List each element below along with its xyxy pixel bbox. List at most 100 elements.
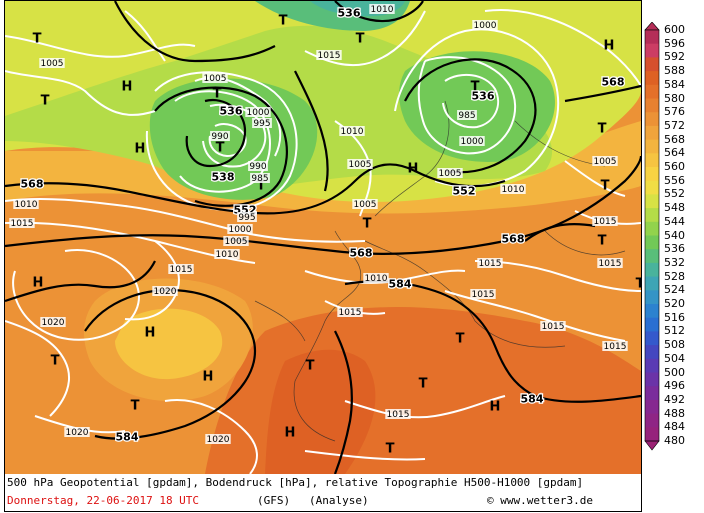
isobar-label-bg	[477, 258, 503, 268]
legend-label: 560	[664, 160, 685, 173]
pressure-labels: 1005100510151000995990990985995100010051…	[9, 4, 628, 445]
caption-meta: Donnerstag, 22-06-2017 18 UTC (GFS) (Ana…	[7, 494, 637, 507]
legend-label: 496	[664, 379, 685, 393]
isobar-label-bg	[592, 156, 618, 166]
isobar-label-bg	[250, 173, 270, 183]
isobar-label-bg	[237, 212, 257, 222]
isobar-label: 1015	[339, 308, 362, 318]
legend-swatch	[645, 112, 659, 127]
isobar-label: 995	[238, 213, 255, 223]
isobar-label-bg	[472, 20, 498, 30]
legend-label: 588	[664, 64, 685, 78]
isobar-label: 1020	[154, 287, 177, 297]
isobar-label-bg	[40, 317, 66, 327]
high-pressure-marker: H	[408, 162, 419, 177]
legend-swatch	[645, 71, 659, 86]
geopotential-label: 584	[389, 278, 412, 291]
legend-label: 492	[664, 392, 685, 406]
isobar-label: 1015	[11, 219, 34, 229]
legend-swatch	[645, 43, 659, 58]
legend-swatch	[645, 167, 659, 182]
isobar-label: 1020	[42, 318, 65, 328]
legend-swatch	[645, 57, 659, 72]
low-pressure-marker: T	[636, 277, 641, 292]
legend-swatch	[645, 98, 659, 113]
legend-label: 520	[664, 297, 685, 310]
legend-swatch	[645, 427, 659, 442]
isobar-label: 1010	[365, 274, 388, 284]
low-pressure-marker: T	[419, 377, 428, 392]
isobar-label: 1010	[216, 250, 239, 260]
isobar-label-bg	[459, 136, 485, 146]
low-pressure-marker: T	[471, 80, 480, 95]
isobar-label: 1005	[349, 160, 372, 170]
legend-swatch	[645, 331, 659, 346]
isobar-label-bg	[437, 168, 463, 178]
low-pressure-marker: T	[601, 179, 610, 194]
legend-swatch	[645, 262, 659, 277]
isobar-label-bg	[602, 341, 628, 351]
isobar-label: 1015	[604, 342, 627, 352]
isobar-label: 1020	[207, 435, 230, 445]
pressure-centers: T T H H T T T T T T H T H T T H H T H T T H T T T H T T	[33, 14, 641, 457]
isobar-label-bg	[248, 161, 268, 171]
isobar-label-bg	[205, 434, 231, 444]
isobar-label-bg	[540, 321, 566, 331]
high-pressure-marker: H	[490, 400, 501, 415]
low-pressure-marker: T	[216, 141, 225, 156]
isobar-label: 1020	[66, 428, 89, 438]
low-pressure-marker: T	[306, 359, 315, 374]
isobar-label: 1000	[461, 137, 484, 147]
high-pressure-marker: H	[135, 142, 146, 157]
high-pressure-marker: H	[33, 276, 44, 291]
geopotential-contours	[5, 1, 641, 474]
legend-swatch	[645, 317, 659, 332]
legend-label: 484	[664, 420, 685, 434]
model-name: (GFS)	[257, 494, 291, 507]
legend-swatch	[645, 372, 659, 387]
isobar-label: 1000	[229, 225, 252, 235]
isobar-label-bg	[592, 216, 618, 226]
legend-label: 580	[664, 91, 685, 105]
isobar-label-bg	[245, 107, 271, 117]
field-atlantic-core	[115, 308, 223, 380]
legend-label: 568	[664, 132, 685, 146]
low-pressure-marker: T	[33, 32, 42, 47]
legend-label: 584	[664, 77, 685, 91]
legend-swatch	[645, 413, 659, 428]
isobar-label: 1015	[472, 290, 495, 300]
legend-label: 528	[664, 269, 685, 283]
isobar-label-bg	[352, 199, 378, 209]
legend-label: 548	[664, 201, 685, 215]
legend-swatch	[645, 249, 659, 264]
legend-label: 508	[664, 338, 685, 352]
isobar-label: 1010	[15, 200, 38, 210]
isobar-label-bg	[210, 131, 230, 141]
legend-arrow-top	[644, 22, 660, 31]
low-pressure-marker: T	[598, 122, 607, 137]
field-icelandic-low	[149, 78, 318, 200]
legend-label: 544	[664, 214, 685, 228]
legend-label: 552	[664, 187, 685, 201]
legend-swatch	[645, 221, 659, 236]
isobar-label-bg	[64, 427, 90, 437]
legend-frame	[644, 29, 660, 442]
geopotential-label: 538	[212, 171, 235, 184]
caption-panel: 500 hPa Geopotential [gpdam], Bodendruck…	[4, 474, 642, 512]
isobar-label-bg	[339, 126, 365, 136]
high-pressure-marker: H	[203, 370, 214, 385]
isobar-label-bg	[13, 199, 39, 209]
legend-label: 512	[664, 324, 685, 338]
isobar-label-bg	[152, 286, 178, 296]
run-type: (Analyse)	[309, 494, 369, 507]
legend-label: 488	[664, 406, 685, 420]
legend-label: 500	[664, 365, 685, 379]
legend-swatch	[645, 180, 659, 195]
legend-swatch	[645, 276, 659, 291]
low-pressure-marker: T	[279, 14, 288, 29]
low-pressure-marker: T	[356, 32, 365, 47]
legend-swatch	[645, 139, 659, 154]
high-pressure-marker: H	[285, 426, 296, 441]
field-hot-iberia	[265, 349, 376, 474]
